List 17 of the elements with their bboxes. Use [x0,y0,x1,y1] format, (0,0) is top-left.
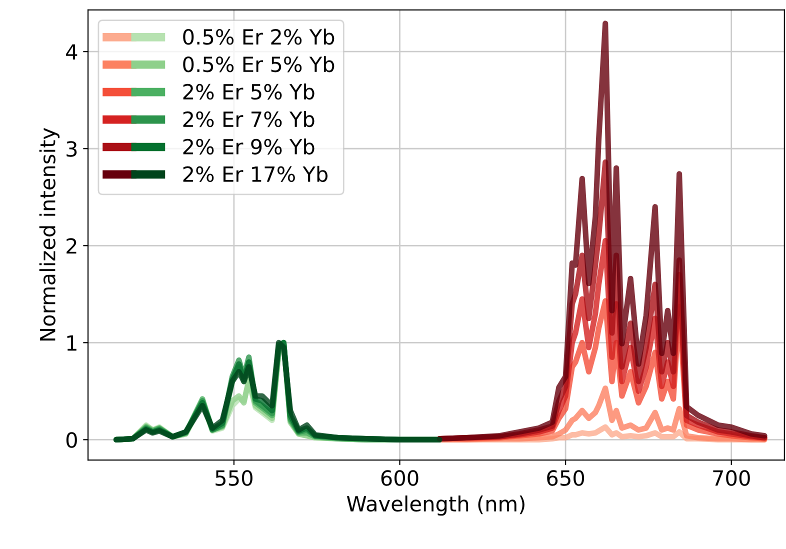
x-tick-label: 700 [713,470,750,486]
x-tick-label: 650 [547,470,584,486]
legend-label: 2% Er 5% Yb [183,84,314,100]
legend-label: 0.5% Er 2% Yb [183,28,334,45]
y-tick-label: 3 [66,141,77,157]
x-axis-title: Wavelength (nm) [346,496,524,516]
legend-label: 0.5% Er 5% Yb [183,56,334,72]
y-tick-label: 0 [66,432,77,448]
y-tick-label: 2 [66,238,76,254]
y-tick-label: 4 [66,44,78,60]
y-tick-label: 1 [67,335,76,351]
legend-label: 2% Er 7% Yb [183,110,314,128]
legend-label: 2% Er 17% Yb [183,166,328,182]
x-tick-label: 600 [381,470,418,486]
x-tick-label: 550 [216,470,252,486]
legend-label: 2% Er 9% Yb [183,138,314,155]
y-axis-title: Normalized intensity [39,128,60,340]
